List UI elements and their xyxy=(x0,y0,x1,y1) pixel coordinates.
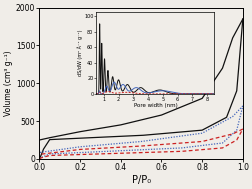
X-axis label: P/P₀: P/P₀ xyxy=(131,175,150,185)
Y-axis label: Volume (cm³ g⁻¹): Volume (cm³ g⁻¹) xyxy=(4,50,13,116)
